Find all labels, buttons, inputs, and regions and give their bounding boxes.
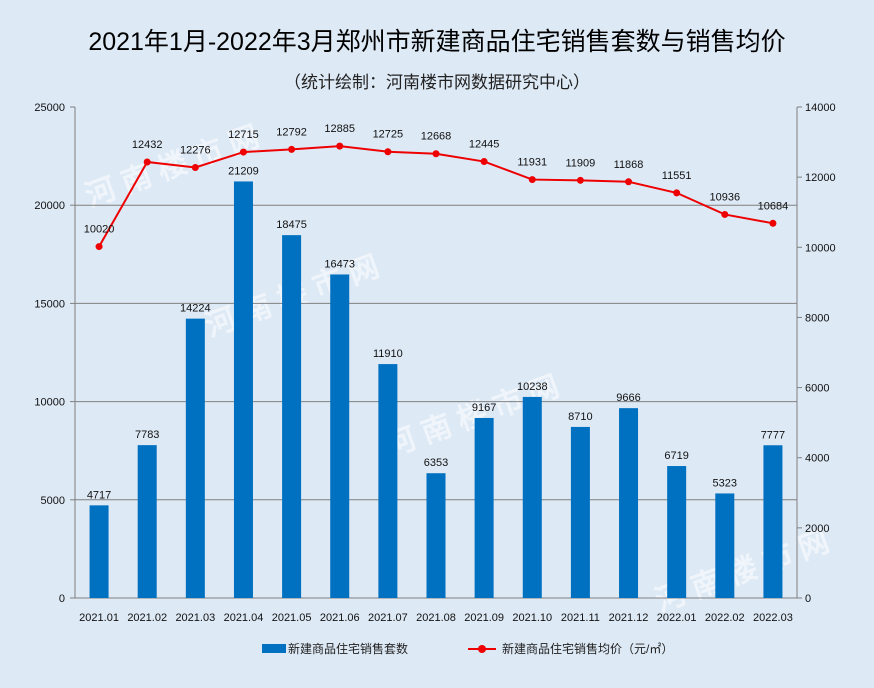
bar [137,445,157,598]
right-tick-label: 8000 [805,312,829,324]
bar [378,364,398,598]
left-tick-label: 20000 [34,200,65,212]
x-tick-label: 2022.03 [753,612,793,624]
bar-data-label: 11910 [373,348,403,360]
bar-data-label: 7777 [761,429,785,441]
price-point [336,142,344,150]
right-tick-label: 14000 [805,102,836,114]
legend-line-label: 新建商品住宅销售均价（元/㎡） [502,642,674,656]
price-point [191,163,199,171]
x-tick-label: 2021.02 [127,612,167,624]
legend-bar-label: 新建商品住宅销售套数 [288,642,409,656]
bar-data-label: 14224 [180,303,211,315]
bar-data-label: 6353 [424,457,448,469]
x-tick-label: 2021.10 [512,612,552,624]
price-data-label: 11868 [614,159,644,171]
x-tick-label: 2021.11 [561,612,600,624]
x-tick-label: 2021.05 [272,612,312,624]
x-tick-label: 2021.07 [368,612,408,624]
price-data-label: 12725 [373,129,404,141]
bar [667,466,687,598]
bar [474,417,494,598]
x-tick-label: 2022.01 [657,612,697,624]
bar [426,473,446,598]
chart-title: 2021年1月-2022年3月郑州市新建商品住宅销售套数与销售均价 [88,28,786,56]
price-data-label: 12715 [228,129,259,141]
price-point [625,178,633,186]
bar [522,396,542,598]
right-tick-label: 10000 [805,242,836,254]
right-tick-label: 4000 [805,453,829,465]
price-data-label: 11909 [566,157,596,169]
legend-line-swatch [468,644,497,653]
price-data-label: 10936 [710,191,741,203]
left-tick-label: 25000 [34,102,65,114]
bar [89,505,109,598]
bar-data-label: 5323 [713,477,737,489]
price-point [576,176,584,184]
bar [619,408,639,598]
price-data-label: 11551 [662,170,692,182]
bar [763,445,783,598]
price-point [673,189,681,197]
bar [233,181,253,598]
price-data-label: 12668 [421,131,452,143]
right-tick-label: 0 [805,593,811,605]
bar-data-label: 6719 [664,450,688,462]
bar-data-label: 9167 [472,402,496,414]
bar [185,318,205,598]
bar [715,493,735,598]
legend: 新建商品住宅销售套数 新建商品住宅销售均价（元/㎡） [262,640,673,657]
x-tick-label: 2021.08 [416,612,456,624]
bar-data-label: 21209 [228,165,259,177]
price-point [480,158,488,166]
right-tick-label: 2000 [805,523,829,535]
bar-data-label: 16473 [324,258,355,270]
x-tick-label: 2021.01 [79,612,119,624]
price-line [98,145,774,248]
bar-data-label: 9666 [616,392,640,404]
legend-bar-swatch [262,644,286,653]
bar-data-label: 4717 [87,489,111,501]
left-tick-label: 10000 [34,397,65,409]
price-point [432,150,440,158]
bar [282,235,302,598]
left-tick-label: 5000 [41,495,65,507]
price-data-label: 11931 [517,157,547,169]
right-tick-label: 12000 [805,172,836,184]
left-tick-label: 15000 [34,298,65,310]
x-tick-label: 2021.09 [464,612,504,624]
price-data-label: 12445 [469,139,500,151]
chart-subtitle: （统计绘制：河南楼市网数据研究中心） [284,73,590,92]
price-point [528,176,536,184]
x-tick-label: 2021.04 [224,612,264,624]
price-data-label: 12885 [324,123,355,135]
price-data-label: 12792 [276,126,307,138]
price-point [384,148,392,156]
x-tick-label: 2022.02 [705,612,745,624]
bar-data-label: 18475 [276,219,307,231]
x-tick-label: 2021.06 [320,612,360,624]
bar-data-label: 10238 [517,381,548,393]
bar [570,426,590,598]
price-data-label: 12432 [132,139,163,151]
price-point [95,243,103,251]
price-point [239,148,247,156]
bar [330,274,350,598]
price-data-label: 10020 [84,224,115,236]
left-tick-label: 0 [59,593,65,605]
bar-data-label: 8710 [568,411,592,423]
x-tick-label: 2021.12 [609,612,649,624]
price-point [143,158,151,166]
right-tick-label: 6000 [805,383,829,395]
price-point [769,219,777,227]
price-point [288,145,296,153]
price-data-label: 10684 [758,200,789,212]
price-data-label: 12276 [180,144,211,156]
bar-data-label: 7783 [135,429,159,441]
price-point [721,210,729,218]
x-tick-label: 2021.03 [175,612,215,624]
